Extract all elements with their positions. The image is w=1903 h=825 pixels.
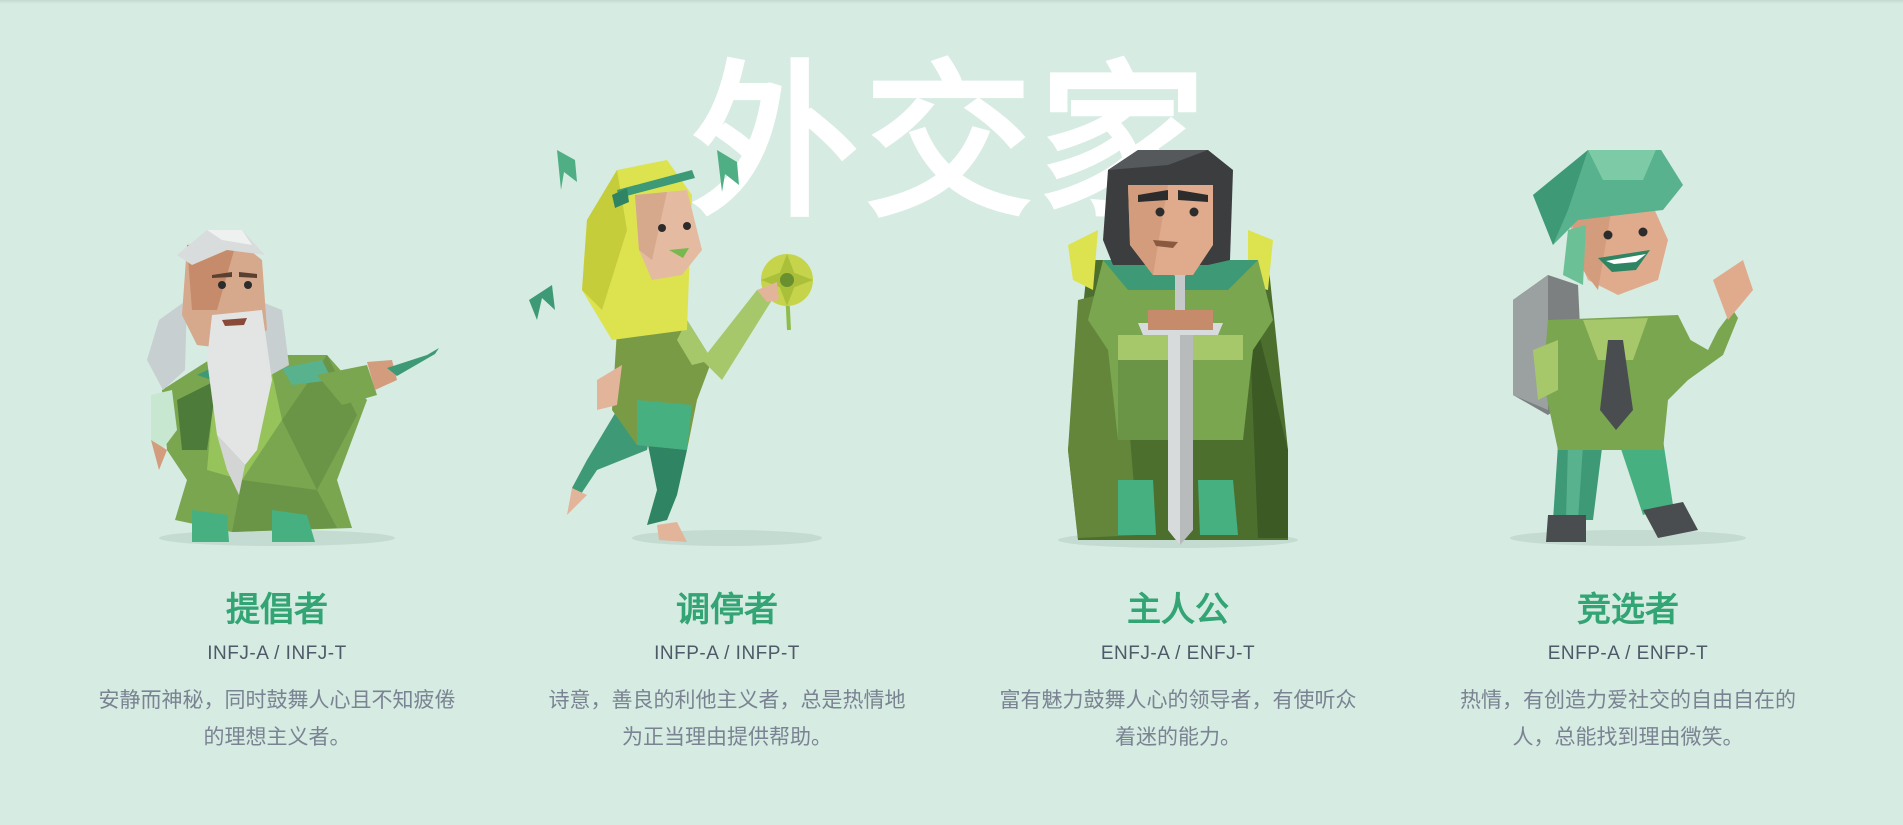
personality-description: 富有魅力鼓舞人心的领导者，有使听众着迷的能力。 bbox=[999, 688, 1357, 749]
personality-description: 热情，有创造力爱社交的自由自在的人，总能找到理由微笑。 bbox=[1460, 688, 1796, 749]
personality-card-mediator[interactable]: 调停者 INFP-A / INFP-T 诗意，善良的利他主义者，总是热情地为正当… bbox=[517, 150, 937, 756]
personality-card-protagonist[interactable]: 主人公 ENFJ-A / ENFJ-T 富有魅力鼓舞人心的领导者，有使听众着迷的… bbox=[968, 150, 1388, 756]
personality-name[interactable]: 主人公 bbox=[1127, 590, 1229, 630]
personality-code: INFJ-A / INFJ-T bbox=[207, 643, 347, 664]
campaigner-illustration bbox=[1418, 150, 1838, 550]
top-shadow bbox=[0, 0, 1903, 4]
personality-description: 安静而神秘，同时鼓舞人心且不知疲倦的理想主义者。 bbox=[98, 688, 456, 749]
protagonist-illustration bbox=[968, 150, 1388, 550]
personality-name[interactable]: 提倡者 bbox=[226, 590, 328, 630]
advocate-illustration bbox=[67, 150, 487, 550]
personality-card-advocate[interactable]: 提倡者 INFJ-A / INFJ-T 安静而神秘，同时鼓舞人心且不知疲倦的理想… bbox=[67, 150, 487, 756]
personality-name[interactable]: 调停者 bbox=[676, 590, 778, 630]
personality-name[interactable]: 竞选者 bbox=[1577, 590, 1679, 630]
personality-card-campaigner[interactable]: 竞选者 ENFP-A / ENFP-T 热情，有创造力爱社交的自由自在的人，总能… bbox=[1418, 150, 1838, 756]
mediator-illustration bbox=[517, 150, 937, 550]
personality-code: ENFJ-A / ENFJ-T bbox=[1100, 643, 1256, 664]
personality-description: 诗意，善良的利他主义者，总是热情地为正当理由提供帮助。 bbox=[548, 688, 906, 749]
personality-code: INFP-A / INFP-T bbox=[654, 643, 800, 664]
personality-code: ENFP-A / ENFP-T bbox=[1547, 643, 1709, 664]
